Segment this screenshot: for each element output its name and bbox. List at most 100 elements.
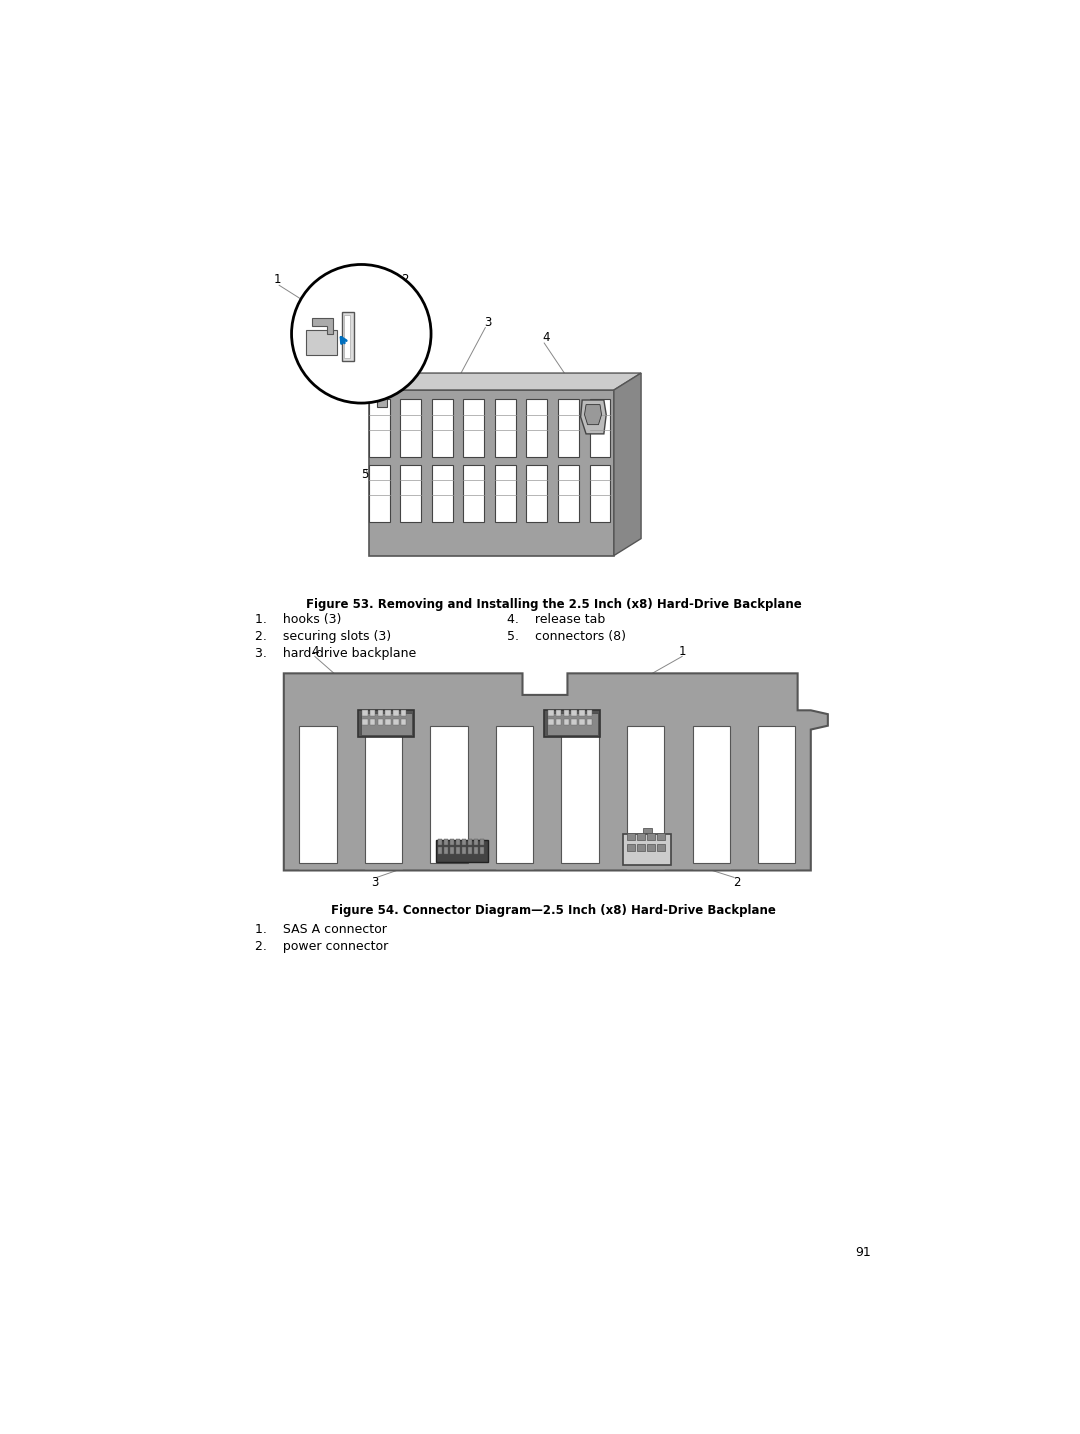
Bar bbox=[362, 710, 367, 716]
Bar bbox=[643, 827, 652, 835]
Bar bbox=[481, 839, 484, 845]
Bar bbox=[627, 726, 664, 863]
Bar bbox=[456, 839, 460, 845]
Text: 2: 2 bbox=[732, 876, 740, 889]
Polygon shape bbox=[284, 674, 828, 870]
Bar bbox=[450, 839, 454, 845]
Bar bbox=[658, 843, 665, 852]
Bar bbox=[637, 843, 645, 852]
Bar bbox=[562, 726, 598, 863]
Bar bbox=[393, 710, 399, 716]
Bar bbox=[469, 839, 472, 845]
FancyBboxPatch shape bbox=[544, 710, 600, 737]
Bar bbox=[627, 843, 635, 852]
Text: 4.    release tab: 4. release tab bbox=[507, 614, 605, 627]
Text: 5.    connectors (8): 5. connectors (8) bbox=[507, 630, 626, 644]
Polygon shape bbox=[346, 391, 381, 396]
Bar bbox=[647, 833, 656, 840]
Polygon shape bbox=[306, 330, 337, 356]
Polygon shape bbox=[342, 313, 353, 361]
Bar bbox=[450, 847, 454, 853]
Text: 3.    hard-drive backplane: 3. hard-drive backplane bbox=[255, 647, 417, 660]
Bar bbox=[444, 847, 448, 853]
Bar bbox=[386, 718, 391, 726]
Text: 3: 3 bbox=[370, 876, 378, 889]
Bar bbox=[474, 839, 478, 845]
Polygon shape bbox=[312, 318, 333, 334]
Text: 1: 1 bbox=[274, 274, 282, 287]
Polygon shape bbox=[495, 399, 516, 457]
Bar bbox=[438, 839, 442, 845]
Bar bbox=[299, 726, 337, 863]
FancyBboxPatch shape bbox=[623, 835, 672, 865]
FancyBboxPatch shape bbox=[435, 840, 488, 862]
Polygon shape bbox=[401, 465, 421, 522]
Text: 91: 91 bbox=[855, 1246, 872, 1259]
Text: Figure 53. Removing and Installing the 2.5 Inch (x8) Hard-Drive Backplane: Figure 53. Removing and Installing the 2… bbox=[306, 598, 801, 611]
Bar bbox=[393, 718, 399, 726]
Polygon shape bbox=[369, 390, 613, 555]
Bar bbox=[496, 726, 534, 863]
Text: Figure 54. Connector Diagram—2.5 Inch (x8) Hard-Drive Backplane: Figure 54. Connector Diagram—2.5 Inch (x… bbox=[332, 903, 775, 916]
Bar bbox=[586, 710, 592, 716]
Bar bbox=[462, 847, 467, 853]
Bar bbox=[637, 833, 645, 840]
Polygon shape bbox=[368, 465, 390, 522]
Bar bbox=[692, 726, 730, 863]
Bar bbox=[564, 718, 569, 726]
Bar bbox=[571, 710, 577, 716]
Polygon shape bbox=[368, 399, 390, 457]
Polygon shape bbox=[590, 465, 610, 522]
Bar bbox=[378, 710, 383, 716]
Bar bbox=[401, 718, 406, 726]
Polygon shape bbox=[558, 399, 579, 457]
Bar bbox=[548, 718, 554, 726]
Polygon shape bbox=[590, 399, 610, 457]
Bar bbox=[586, 718, 592, 726]
Bar bbox=[438, 847, 442, 853]
Bar bbox=[647, 843, 656, 852]
Polygon shape bbox=[581, 400, 606, 435]
Text: 4: 4 bbox=[311, 644, 319, 658]
Text: 2.    power connector: 2. power connector bbox=[255, 939, 389, 952]
Bar bbox=[469, 847, 472, 853]
Text: 2: 2 bbox=[401, 274, 408, 287]
Bar bbox=[627, 833, 635, 840]
FancyBboxPatch shape bbox=[546, 713, 597, 736]
Bar bbox=[474, 847, 478, 853]
Bar bbox=[369, 718, 375, 726]
Bar bbox=[378, 718, 383, 726]
Bar bbox=[401, 710, 406, 716]
Text: 1.    SAS A connector: 1. SAS A connector bbox=[255, 923, 387, 936]
Bar bbox=[556, 718, 562, 726]
Polygon shape bbox=[584, 404, 602, 424]
Polygon shape bbox=[526, 465, 548, 522]
Polygon shape bbox=[432, 399, 453, 457]
Text: 1: 1 bbox=[678, 644, 686, 658]
Polygon shape bbox=[401, 399, 421, 457]
Polygon shape bbox=[432, 465, 453, 522]
Text: 1.    hooks (3): 1. hooks (3) bbox=[255, 614, 341, 627]
Bar bbox=[362, 718, 367, 726]
Bar bbox=[556, 710, 562, 716]
Polygon shape bbox=[613, 373, 642, 555]
Bar bbox=[462, 839, 467, 845]
Bar bbox=[571, 718, 577, 726]
Polygon shape bbox=[463, 399, 484, 457]
Bar bbox=[564, 710, 569, 716]
Polygon shape bbox=[345, 314, 350, 358]
Polygon shape bbox=[369, 390, 387, 407]
Text: 5: 5 bbox=[361, 467, 368, 482]
Bar bbox=[431, 726, 468, 863]
Bar bbox=[444, 839, 448, 845]
Polygon shape bbox=[463, 465, 484, 522]
Polygon shape bbox=[558, 465, 579, 522]
Bar bbox=[456, 847, 460, 853]
Text: 3: 3 bbox=[484, 315, 491, 328]
Polygon shape bbox=[369, 373, 642, 390]
Bar bbox=[369, 710, 375, 716]
Bar bbox=[548, 710, 554, 716]
Polygon shape bbox=[495, 465, 516, 522]
Bar bbox=[579, 710, 584, 716]
Bar bbox=[365, 726, 402, 863]
